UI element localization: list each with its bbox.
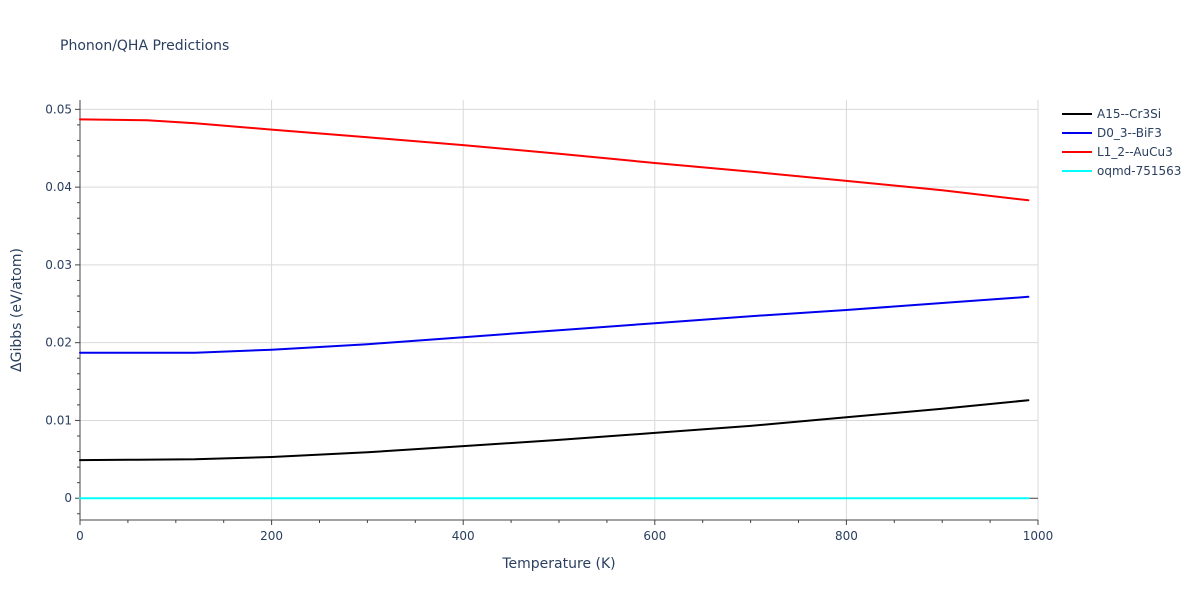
legend-label: A15--Cr3Si [1097,107,1161,121]
y-tick-label: 0.03 [45,258,72,272]
x-tick-label: 200 [260,529,283,543]
legend-item-d0-3-bif3[interactable]: D0_3--BiF3 [1062,126,1162,140]
y-tick-label: 0 [64,491,72,505]
series-line-d0-3-bif3[interactable] [79,295,1030,354]
chart-title: Phonon/QHA Predictions [60,38,229,54]
series-line-a15-cr3si[interactable] [79,399,1030,462]
y-axis-title: ΔGibbs (eV/atom) [9,248,25,372]
series-line-l1-2-aucu3[interactable] [79,118,1030,202]
legend-item-oqmd-751563[interactable]: oqmd-751563 [1062,164,1181,178]
x-tick-label: 1000 [1023,529,1054,543]
y-tick-label: 0.04 [45,180,72,194]
y-tick-label: 0.01 [45,413,72,427]
x-tick-label: 600 [643,529,666,543]
x-tick-label: 800 [835,529,858,543]
x-axis-title: Temperature (K) [501,556,615,572]
legend[interactable]: A15--Cr3Si D0_3--BiF3 L1_2--AuCu3 oqmd-7515… [1062,107,1181,178]
y-tick-label: 0.05 [45,102,72,116]
legend-label: L1_2--AuCu3 [1097,145,1173,159]
y-tick-label: 0.02 [45,336,72,350]
x-tick-label: 0 [76,529,84,543]
legend-label: oqmd-751563 [1097,164,1181,178]
legend-label: D0_3--BiF3 [1097,126,1162,140]
x-tick-label: 400 [452,529,475,543]
legend-item-l1-2-aucu3[interactable]: L1_2--AuCu3 [1062,145,1173,159]
legend-item-a15-cr3si[interactable]: A15--Cr3Si [1062,107,1161,121]
plot-area: 0 200 400 600 800 1000 0 0.01 0.02 0.03 0.04 0.05 [45,100,1053,543]
